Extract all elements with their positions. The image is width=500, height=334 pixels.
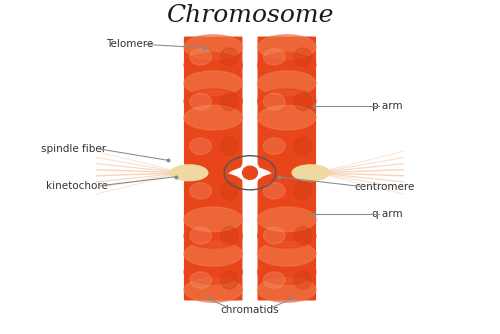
Ellipse shape: [220, 226, 238, 244]
Ellipse shape: [220, 48, 238, 66]
Ellipse shape: [294, 93, 312, 111]
Polygon shape: [258, 37, 316, 300]
Ellipse shape: [184, 223, 242, 248]
Ellipse shape: [190, 227, 212, 244]
Text: centromere: centromere: [354, 182, 415, 192]
Ellipse shape: [170, 165, 208, 181]
Ellipse shape: [190, 49, 212, 65]
Ellipse shape: [258, 223, 316, 248]
Ellipse shape: [190, 138, 212, 154]
Ellipse shape: [258, 71, 316, 96]
Text: Chromosome: Chromosome: [166, 4, 334, 27]
Text: Telomere: Telomere: [106, 39, 153, 49]
Ellipse shape: [258, 105, 316, 130]
Ellipse shape: [220, 271, 238, 289]
Ellipse shape: [264, 272, 285, 288]
Text: spindle fiber: spindle fiber: [40, 144, 106, 154]
Ellipse shape: [258, 260, 316, 284]
Ellipse shape: [264, 49, 285, 65]
Ellipse shape: [294, 271, 312, 289]
Ellipse shape: [184, 89, 242, 114]
Ellipse shape: [264, 138, 285, 154]
Ellipse shape: [292, 165, 330, 181]
Ellipse shape: [294, 182, 312, 200]
Text: chromatids: chromatids: [220, 305, 280, 315]
Ellipse shape: [294, 226, 312, 244]
Ellipse shape: [220, 137, 238, 155]
Ellipse shape: [264, 183, 285, 199]
Ellipse shape: [220, 182, 238, 200]
Ellipse shape: [258, 89, 316, 114]
Ellipse shape: [184, 53, 242, 77]
Ellipse shape: [258, 35, 316, 59]
Ellipse shape: [184, 71, 242, 96]
Ellipse shape: [190, 93, 212, 110]
Ellipse shape: [264, 93, 285, 110]
Ellipse shape: [294, 137, 312, 155]
Ellipse shape: [220, 93, 238, 111]
Ellipse shape: [264, 227, 285, 244]
Ellipse shape: [242, 166, 258, 179]
Ellipse shape: [258, 207, 316, 232]
Ellipse shape: [190, 183, 212, 199]
Ellipse shape: [190, 272, 212, 288]
Ellipse shape: [184, 260, 242, 284]
Text: kinetochore: kinetochore: [46, 181, 108, 191]
Ellipse shape: [184, 207, 242, 232]
Ellipse shape: [294, 48, 312, 66]
Text: p arm: p arm: [372, 101, 402, 111]
Text: q arm: q arm: [372, 209, 402, 219]
Ellipse shape: [258, 278, 316, 302]
Ellipse shape: [184, 278, 242, 302]
Polygon shape: [184, 37, 242, 300]
Ellipse shape: [184, 241, 242, 266]
Ellipse shape: [258, 53, 316, 77]
Ellipse shape: [184, 105, 242, 130]
Ellipse shape: [184, 35, 242, 59]
Ellipse shape: [258, 241, 316, 266]
